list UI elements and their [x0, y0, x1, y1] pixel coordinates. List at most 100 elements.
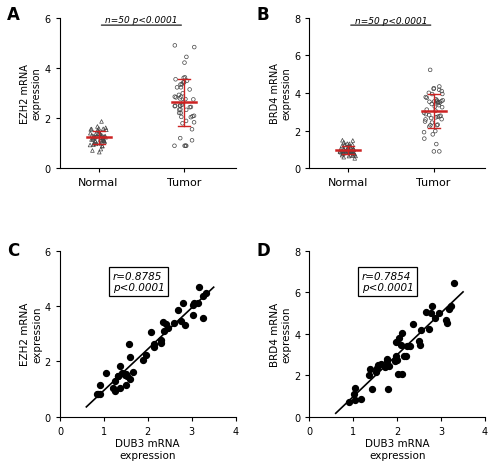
Point [434, 100, 442, 107]
Point [199, 314, 207, 322]
Point [365, 371, 373, 378]
Point [175, 110, 183, 118]
Text: D: D [256, 241, 270, 259]
Point [428, 119, 436, 127]
Point [432, 99, 440, 106]
Point [418, 327, 426, 334]
Point [139, 357, 147, 364]
Point [122, 382, 130, 389]
Point [433, 122, 441, 130]
Y-axis label: BRD4 mRNA
expression: BRD4 mRNA expression [270, 302, 291, 366]
Point [188, 126, 196, 134]
Point [427, 309, 435, 317]
Point [450, 280, 458, 287]
Point [172, 103, 179, 110]
Point [102, 134, 110, 142]
Point [194, 284, 202, 291]
Point [90, 133, 98, 141]
Point [86, 130, 94, 138]
Point [373, 364, 381, 371]
Point [445, 306, 453, 313]
Point [110, 387, 118, 394]
Point [436, 84, 444, 91]
Point [182, 107, 190, 114]
Point [124, 340, 132, 348]
Point [336, 146, 344, 154]
Point [400, 352, 408, 360]
Point [345, 142, 353, 150]
Point [176, 95, 184, 103]
Point [392, 338, 400, 346]
Point [92, 141, 100, 148]
Point [432, 141, 440, 149]
Point [90, 142, 98, 149]
Point [171, 94, 179, 101]
Point [394, 370, 402, 378]
Point [366, 365, 374, 372]
Point [438, 104, 446, 112]
Point [350, 145, 358, 153]
Point [87, 126, 95, 134]
Point [157, 340, 165, 347]
Point [344, 144, 352, 151]
Point [438, 116, 446, 124]
Point [96, 135, 104, 142]
Point [377, 360, 385, 368]
Point [176, 135, 184, 143]
Point [174, 307, 182, 314]
Point [403, 342, 411, 350]
Point [99, 135, 107, 143]
Point [434, 122, 442, 129]
Point [341, 148, 349, 155]
Point [182, 143, 190, 150]
Point [342, 150, 350, 157]
Point [176, 103, 184, 110]
Point [88, 147, 96, 155]
X-axis label: DUB3 mRNA
expression: DUB3 mRNA expression [116, 438, 180, 460]
Point [340, 150, 348, 157]
Point [426, 124, 434, 131]
Point [179, 300, 187, 307]
Point [422, 117, 430, 124]
Point [347, 149, 355, 156]
Point [346, 144, 354, 152]
Point [126, 354, 134, 361]
Point [177, 84, 185, 92]
Point [346, 147, 354, 154]
Point [396, 342, 404, 349]
Point [102, 369, 110, 377]
Point [99, 137, 107, 144]
Point [383, 357, 391, 365]
Point [183, 78, 191, 85]
Point [160, 327, 168, 335]
Point [176, 106, 184, 114]
Point [336, 149, 344, 156]
Point [346, 152, 354, 160]
Point [422, 106, 430, 114]
Text: n=50 p<0.0001: n=50 p<0.0001 [105, 16, 178, 25]
Point [348, 147, 356, 154]
Point [442, 317, 450, 324]
Point [350, 150, 358, 158]
Point [422, 309, 430, 316]
Point [95, 128, 103, 135]
Point [346, 143, 354, 150]
Point [186, 104, 194, 112]
Point [346, 141, 354, 148]
Point [344, 141, 351, 148]
Point [98, 119, 106, 126]
Point [89, 135, 97, 143]
Point [150, 344, 158, 351]
Point [340, 139, 348, 147]
Point [384, 385, 392, 393]
Point [344, 147, 352, 155]
Point [425, 325, 433, 333]
Point [178, 81, 186, 89]
Point [96, 131, 104, 138]
Point [436, 100, 444, 107]
Point [162, 321, 170, 328]
Point [346, 149, 354, 156]
Point [98, 132, 106, 139]
Point [438, 98, 446, 106]
Point [336, 148, 344, 156]
